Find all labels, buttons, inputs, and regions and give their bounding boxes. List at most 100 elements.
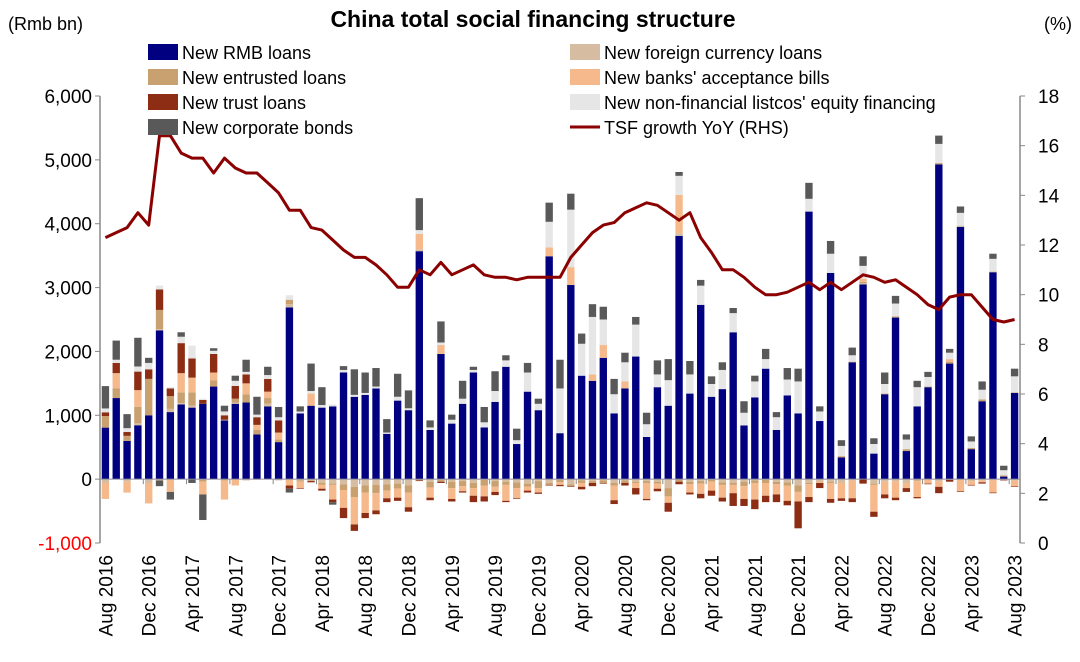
bar-segment-new-trust-loans-56	[707, 490, 716, 496]
bar-segment-new-corporate-bonds-60	[751, 375, 759, 382]
bar-segment-new-non-financial-listcos-equity-financing-49	[632, 324, 640, 357]
bar-segment-new-entrusted-loans-52	[664, 488, 672, 497]
bar-segment-new-entrusted-loans-33	[458, 481, 467, 487]
right-axis-unit: (%)	[1044, 14, 1072, 34]
bar-segment-new-foreign-currency-loans-17	[285, 304, 294, 308]
bar-segment-new-entrusted-loans-10	[209, 380, 218, 387]
bar-segment-new-rmb-loans-19	[307, 405, 315, 480]
bar-segment-new-rmb-loans-37	[502, 366, 510, 480]
bar-segment-new-non-financial-listcos-equity-financing-79	[956, 212, 965, 226]
bar-segment-new-trust-loans-41	[545, 484, 553, 486]
bar-segment-new-non-financial-listcos-equity-financing-34	[469, 369, 478, 373]
bar-segment-new-entrusted-loans-39	[523, 483, 532, 487]
bar-segment-new-corporate-bonds-75	[913, 380, 921, 388]
bar-segment-new-non-financial-listcos-equity-financing-32	[448, 419, 456, 424]
right-tick-label: 12	[1038, 236, 1059, 257]
bar-segment-new-foreign-currency-loans-44	[577, 479, 586, 481]
bar-segment-new-trust-loans-19	[307, 481, 315, 483]
bar-segment-new-rmb-loans-54	[686, 393, 694, 480]
bar-segment-new-foreign-currency-loans-79	[956, 225, 965, 227]
bar-segment-new-non-financial-listcos-equity-financing-2	[123, 428, 131, 433]
bar-segment-new-banks-acceptance-bills-33	[458, 486, 467, 492]
bar-segment-new-corporate-bonds-68	[837, 440, 846, 446]
bar-segment-new-banks-acceptance-bills-52	[664, 496, 672, 503]
bar-segment-new-entrusted-loans-20	[318, 482, 326, 485]
bar-segment-new-banks-acceptance-bills-6	[166, 479, 175, 492]
bar-segment-new-rmb-loans-53	[675, 235, 683, 480]
bar-segment-new-foreign-currency-loans-52	[664, 479, 672, 489]
bar-segment-new-entrusted-loans-0	[101, 416, 110, 428]
bar-segment-new-rmb-loans-61	[761, 368, 770, 480]
bar-segment-new-foreign-currency-loans-54	[686, 479, 694, 482]
x-tick-label: Aug 2017	[226, 555, 247, 636]
bar-segment-new-foreign-currency-loans-25	[372, 479, 380, 485]
bar-segment-new-corporate-bonds-45	[588, 304, 597, 317]
x-tick-label: Apr 2021	[703, 555, 724, 632]
bar-segment-new-non-financial-listcos-equity-financing-28	[404, 408, 413, 411]
bar-segment-new-non-financial-listcos-equity-financing-66	[816, 411, 824, 422]
bar-segment-new-rmb-loans-57	[718, 389, 727, 480]
bar-segment-new-non-financial-listcos-equity-financing-60	[751, 381, 759, 398]
bar-segment-new-banks-acceptance-bills-48	[621, 381, 629, 389]
bar-segment-new-trust-loans-51	[653, 488, 662, 492]
bar-segment-new-banks-acceptance-bills-31	[437, 345, 445, 354]
bar-segment-new-non-financial-listcos-equity-financing-9	[199, 398, 207, 400]
bar-segment-new-trust-loans-7	[177, 343, 185, 374]
bar-segment-new-trust-loans-4	[145, 369, 153, 379]
bar-segment-new-rmb-loans-28	[404, 410, 413, 480]
bar-segment-new-banks-acceptance-bills-59	[740, 486, 748, 499]
line-layer	[104, 134, 1015, 324]
bar-segment-new-banks-acceptance-bills-81	[978, 480, 986, 483]
bar-segment-new-non-financial-listcos-equity-financing-51	[653, 374, 662, 388]
bar-segment-new-entrusted-loans-70	[859, 281, 867, 284]
bar-segment-new-corporate-bonds-24	[361, 372, 369, 393]
bar-segment-new-banks-acceptance-bills-50	[642, 482, 651, 499]
bar-segment-new-non-financial-listcos-equity-financing-40	[534, 403, 543, 411]
bar-segment-new-non-financial-listcos-equity-financing-72	[881, 383, 889, 394]
bar-segment-new-non-financial-listcos-equity-financing-76	[924, 376, 932, 387]
legend-swatch	[148, 94, 178, 110]
bar-segment-new-entrusted-loans-9	[199, 479, 207, 482]
bar-segment-new-entrusted-loans-15	[264, 398, 272, 404]
bar-segment-new-banks-acceptance-bills-45	[588, 374, 597, 381]
right-tick-label: 4	[1038, 435, 1049, 456]
bar-segment-new-banks-acceptance-bills-67	[826, 482, 835, 499]
bar-segment-new-banks-acceptance-bills-14	[253, 424, 261, 430]
bar-segment-new-trust-loans-29	[415, 480, 423, 482]
bar-segment-new-banks-acceptance-bills-79	[956, 479, 965, 492]
bar-segment-new-banks-acceptance-bills-25	[372, 493, 380, 511]
bar-segment-new-banks-acceptance-bills-3	[134, 390, 142, 407]
bar-segment-new-non-financial-listcos-equity-financing-81	[978, 389, 986, 400]
bar-segment-new-foreign-currency-loans-53	[675, 233, 683, 236]
bar-segment-new-corporate-bonds-36	[491, 371, 499, 392]
bar-segment-new-entrusted-loans-66	[816, 481, 824, 482]
bar-segment-new-foreign-currency-loans-3	[134, 423, 142, 426]
bar-segment-new-rmb-loans-48	[621, 388, 629, 480]
bar-segment-new-entrusted-loans-26	[383, 484, 391, 491]
bar-segment-new-trust-loans-81	[978, 482, 986, 484]
bar-segment-new-banks-acceptance-bills-7	[177, 373, 185, 393]
bar-segment-new-rmb-loans-42	[556, 433, 564, 480]
legend-swatch	[570, 44, 600, 60]
bar-segment-new-corporate-bonds-26	[383, 419, 391, 433]
bar-segment-new-foreign-currency-loans-45	[588, 479, 597, 482]
bar-segment-new-corporate-bonds-41	[545, 202, 553, 222]
bar-segment-new-entrusted-loans-54	[686, 481, 694, 485]
bar-segment-new-entrusted-loans-80	[967, 447, 975, 450]
bar-segment-new-entrusted-loans-48	[621, 480, 629, 483]
bar-segment-new-entrusted-loans-32	[448, 481, 456, 489]
bar-segment-new-foreign-currency-loans-2	[123, 479, 131, 482]
bar-segment-new-non-financial-listcos-equity-financing-69	[848, 355, 856, 362]
bar-segment-new-foreign-currency-loans-41	[545, 479, 553, 483]
bar-segment-new-non-financial-listcos-equity-financing-3	[134, 366, 142, 372]
bar-segment-new-rmb-loans-67	[826, 272, 835, 480]
bar-segment-new-trust-loans-52	[664, 502, 672, 512]
bar-segment-new-entrusted-loans-42	[556, 479, 564, 483]
bar-segment-new-rmb-loans-1	[112, 398, 120, 480]
bar-segment-new-rmb-loans-32	[448, 423, 456, 480]
bar-segment-new-rmb-loans-59	[740, 425, 748, 480]
right-tick-label: 18	[1038, 87, 1059, 108]
bar-segment-new-rmb-loans-81	[978, 401, 986, 480]
bar-segment-new-corporate-bonds-6	[166, 491, 175, 500]
